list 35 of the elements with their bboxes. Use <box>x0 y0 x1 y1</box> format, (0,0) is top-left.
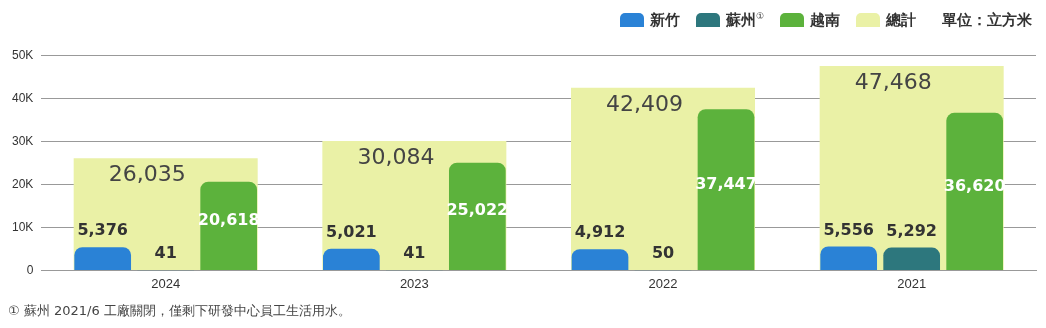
bar <box>571 249 629 270</box>
data-label: 5,292 <box>886 220 937 240</box>
bar <box>883 247 941 270</box>
y-tick-label: 10K <box>11 219 34 234</box>
bar <box>323 248 380 270</box>
text: 單位：立方米 <box>942 10 1032 30</box>
data-label: 41 <box>154 243 177 263</box>
data-label: 41 <box>403 243 426 263</box>
x-tick-label: 2022 <box>648 275 678 291</box>
x-tick-label: 2024 <box>151 275 181 291</box>
data-label: 5,556 <box>823 219 874 239</box>
y-tick-label: 0 <box>26 262 34 277</box>
y-tick-label: 40K <box>11 90 34 105</box>
data-label: 30,084 <box>357 143 435 169</box>
y-tick-label: 20K <box>11 176 34 191</box>
x-tick-label: 2021 <box>897 275 927 291</box>
x-tick-label: 2023 <box>399 275 429 291</box>
bar <box>820 246 878 270</box>
legend-label: 越南 <box>810 10 840 30</box>
bar <box>74 247 132 270</box>
data-label: 50 <box>651 243 675 263</box>
y-tick-label: 30K <box>11 133 34 148</box>
bar <box>946 112 1004 270</box>
text: ① 蘇州 2021/6 工廠關閉，僅剩下研發中心員工生活用水。 <box>8 302 352 320</box>
data-label: 5,376 <box>77 220 128 240</box>
bar <box>697 109 755 270</box>
data-label: 42,409 <box>606 90 684 116</box>
data-label: 4,912 <box>574 222 626 242</box>
data-label: 47,468 <box>854 68 932 94</box>
legend-label: 總計 <box>886 10 916 30</box>
legend-label: 蘇州$^{①}$ <box>725 10 764 30</box>
legend-label: 新竹 <box>649 10 680 30</box>
data-label: 5,021 <box>326 221 377 241</box>
y-tick-label: 50K <box>11 47 34 62</box>
data-label: 26,035 <box>108 161 186 187</box>
